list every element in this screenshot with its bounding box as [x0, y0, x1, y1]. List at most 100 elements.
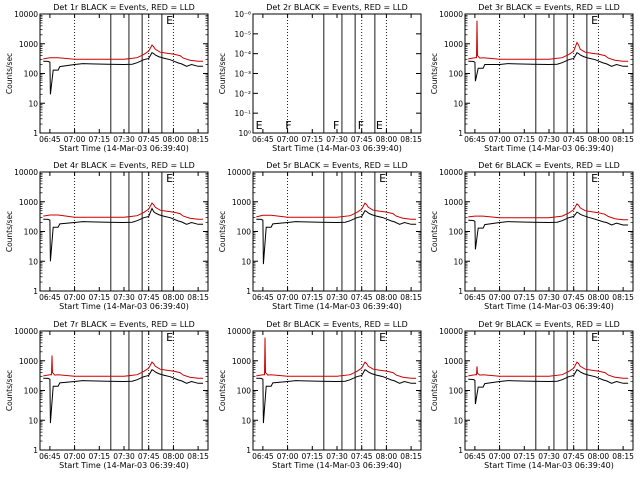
panel-title: Det 9r BLACK = Events, RED = LLD [478, 320, 620, 329]
flag-letter: F [285, 119, 291, 132]
x-tick-label: 07:15 [88, 293, 110, 302]
y-axis-label: Counts/sec [5, 370, 14, 411]
panel-det-9: Det 9r BLACK = Events, RED = LLD 06:45 07:… [430, 320, 634, 470]
y-axis-label: Counts/sec [430, 370, 439, 411]
series-lld [256, 202, 417, 220]
y-tick-label: 10⁻⁵ [234, 30, 251, 39]
x-tick-label: 07:45 [138, 452, 160, 461]
flag-letter: E [166, 331, 173, 344]
panel-title: Det 2r BLACK = Events, RED = LLD [266, 3, 408, 12]
y-tick-label: 10000 [14, 10, 38, 19]
panel-title: Det 3r BLACK = Events, RED = LLD [478, 3, 620, 12]
y-axis-label: Counts/sec [218, 53, 227, 94]
panel-title: Det 7r BLACK = Events, RED = LLD [53, 320, 195, 329]
y-tick-label: 100 [24, 70, 39, 79]
panel-title: Det 4r BLACK = Events, RED = LLD [53, 161, 195, 170]
y-tick-label: 1 [458, 446, 463, 455]
series-events [43, 52, 204, 95]
y-tick-label: 100 [24, 387, 39, 396]
y-tick-label: 1 [33, 446, 38, 455]
y-axis-label: Counts/sec [5, 53, 14, 94]
x-tick-label: 07:15 [301, 135, 323, 144]
x-tick-label: 06:45 [39, 452, 61, 461]
flag-letter: E [591, 172, 598, 185]
flag-letter: F [333, 119, 339, 132]
x-axis-label: Start Time (14-Mar-03 06:39:40) [59, 461, 189, 470]
flag-letter: E [166, 14, 173, 27]
flag-letter: E [379, 172, 386, 185]
x-tick-label: 07:45 [138, 293, 160, 302]
y-tick-label: 10⁻³ [234, 70, 251, 79]
x-axis-label: Start Time (14-Mar-03 06:39:40) [484, 461, 614, 470]
x-tick-label: 06:45 [464, 452, 486, 461]
x-tick-label: 08:15 [612, 452, 634, 461]
y-tick-label: 10 [453, 257, 463, 266]
x-axis-label: Start Time (14-Mar-03 06:39:40) [272, 302, 402, 311]
x-tick-label: 06:45 [252, 135, 274, 144]
x-tick-label: 07:00 [277, 452, 299, 461]
y-tick-label: 1000 [232, 198, 251, 207]
series-lld [43, 355, 204, 379]
x-tick-label: 07:00 [489, 135, 511, 144]
x-tick-label: 08:00 [376, 452, 398, 461]
x-tick-label: 08:00 [163, 135, 185, 144]
panel-title: Det 5r BLACK = Events, RED = LLD [266, 161, 408, 170]
y-tick-label: 10 [241, 416, 251, 425]
x-tick-label: 07:45 [351, 293, 373, 302]
x-axis-label: Start Time (14-Mar-03 06:39:40) [59, 302, 189, 311]
series-lld [468, 202, 629, 221]
x-tick-label: 08:15 [400, 135, 422, 144]
y-tick-label: 10 [453, 99, 463, 108]
series-events [43, 207, 204, 262]
y-tick-label: 10⁻¹ [234, 109, 251, 118]
y-tick-label: 1000 [232, 357, 251, 366]
flag-letter: E [166, 172, 173, 185]
y-tick-label: 1 [246, 446, 251, 455]
flag-letter: E [591, 14, 598, 27]
y-tick-label: 10000 [14, 168, 38, 177]
x-tick-label: 07:15 [513, 452, 535, 461]
y-tick-label: 100 [237, 387, 252, 396]
x-tick-label: 07:45 [563, 452, 585, 461]
series-events [43, 369, 204, 424]
y-tick-label: 10⁻⁶ [234, 10, 251, 19]
panel-det-7: Det 7r BLACK = Events, RED = LLD 06:45 07:… [5, 320, 209, 470]
y-tick-label: 100 [449, 387, 464, 396]
x-tick-label: 06:45 [464, 135, 486, 144]
series-events [256, 210, 417, 265]
y-tick-label: 10 [28, 99, 38, 108]
x-tick-label: 07:00 [277, 293, 299, 302]
flag-letter: E [379, 331, 386, 344]
y-axis-label: Counts/sec [430, 211, 439, 252]
x-axis-label: Start Time (14-Mar-03 06:39:40) [59, 144, 189, 153]
x-tick-label: 07:30 [113, 135, 135, 144]
x-axis-label: Start Time (14-Mar-03 06:39:40) [272, 144, 402, 153]
x-tick-label: 08:00 [376, 293, 398, 302]
x-tick-label: 08:15 [187, 452, 209, 461]
y-tick-label: 10⁻⁴ [234, 50, 251, 59]
x-tick-label: 06:45 [39, 293, 61, 302]
y-tick-label: 10000 [439, 10, 463, 19]
x-axis-label: Start Time (14-Mar-03 06:39:40) [484, 144, 614, 153]
x-tick-label: 06:45 [252, 293, 274, 302]
x-tick-label: 07:30 [113, 293, 135, 302]
x-tick-label: 07:15 [88, 452, 110, 461]
series-lld [256, 337, 417, 379]
x-tick-label: 08:00 [588, 135, 610, 144]
y-tick-label: 10 [241, 257, 251, 266]
y-tick-label: 1000 [444, 357, 463, 366]
x-tick-label: 07:30 [538, 135, 560, 144]
x-tick-label: 07:15 [301, 452, 323, 461]
y-tick-label: 100 [237, 228, 252, 237]
y-tick-label: 10⁰ [238, 129, 251, 138]
y-tick-label: 100 [24, 228, 39, 237]
y-tick-label: 10000 [227, 168, 251, 177]
x-tick-label: 07:00 [64, 135, 86, 144]
x-tick-label: 07:00 [64, 293, 86, 302]
y-axis-label: Counts/sec [218, 211, 227, 252]
x-tick-label: 07:45 [138, 135, 160, 144]
series-events [256, 369, 417, 424]
